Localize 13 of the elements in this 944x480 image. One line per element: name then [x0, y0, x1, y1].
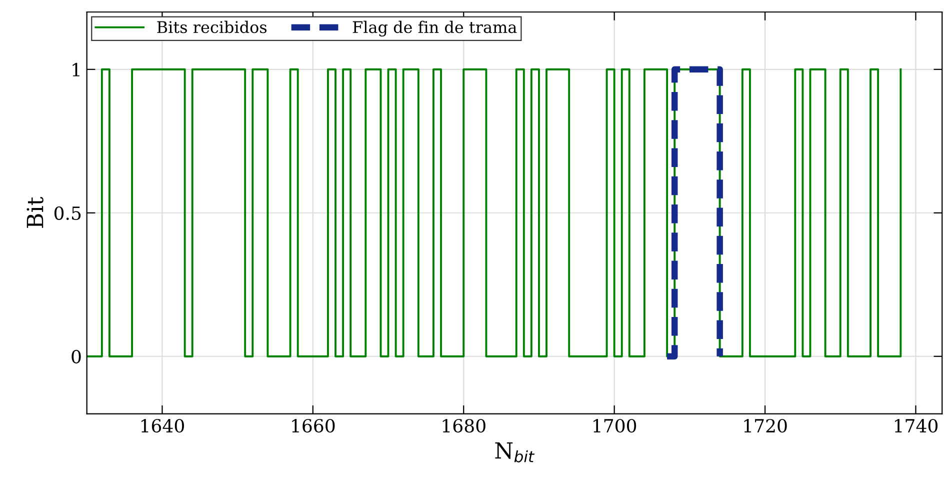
- y-tick-label: 0.5: [54, 206, 81, 220]
- x-tick-label: 1680: [442, 418, 486, 433]
- y-axis-title: Bit: [26, 196, 44, 228]
- x-tick-label: 1640: [141, 418, 184, 433]
- x-tick-label: 1740: [894, 418, 938, 433]
- x-tick-label: 1720: [744, 418, 787, 433]
- x-tick-label: 1700: [594, 418, 636, 433]
- x-axis-title: N$_{bit}$: [495, 442, 535, 462]
- x-tick-label: 1660: [292, 418, 335, 433]
- legend-label: Flag de fin de trama: [352, 20, 517, 36]
- y-tick-label: 0: [72, 350, 81, 364]
- text: Bits recibidos: [157, 20, 267, 34]
- y-tick-label: 1: [72, 62, 80, 76]
